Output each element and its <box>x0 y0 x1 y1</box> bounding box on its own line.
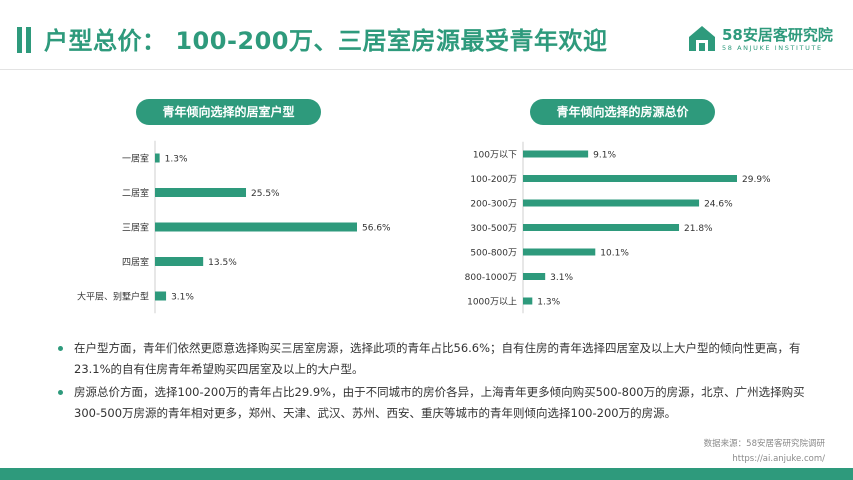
left-category-label: 大平层、别墅户型 <box>77 291 149 303</box>
bullet-text: 房源总价方面，选择100-200万的青年占比29.9%，由于不同城市的房价各异，… <box>74 385 805 420</box>
left-value-label: 3.1% <box>171 293 194 303</box>
right-value-label: 1.3% <box>537 298 560 308</box>
right-category-label: 800-1000万 <box>465 273 517 283</box>
left-bar <box>155 153 160 163</box>
left-value-label: 25.5% <box>251 189 280 199</box>
right-value-label: 3.1% <box>550 273 573 283</box>
left-value-label: 13.5% <box>208 258 237 268</box>
left-value-label: 56.6% <box>362 224 391 234</box>
right-value-label: 21.8% <box>684 224 713 234</box>
right-bar <box>523 199 700 207</box>
left-value-label: 1.3% <box>165 155 188 165</box>
right-category-label: 1000万以上 <box>467 297 517 308</box>
right-category-label: 100-200万 <box>470 175 517 185</box>
right-value-label: 24.6% <box>704 200 733 210</box>
left-bar <box>155 188 247 197</box>
data-source: 数据来源：58安居客研究院调研 https://ai.anjuke.com/ <box>704 437 825 467</box>
left-category-label: 二居室 <box>122 187 149 199</box>
right-bar <box>523 175 737 182</box>
right-category-label: 300-500万 <box>470 224 517 234</box>
footer-bar <box>0 468 853 480</box>
right-bar <box>523 150 589 158</box>
bar-charts: 一居室 1.3% 二居室 25.5% 三居室 56.6% 四居室 13.5% 大平层、别墅户型 3… <box>77 140 771 314</box>
left-category-label: 一居室 <box>122 153 149 165</box>
page-title: 户型总价： 100-200万、三居室房源最受青年欢迎 <box>44 27 608 55</box>
logo-house-icon <box>689 26 715 51</box>
left-bar <box>155 291 167 301</box>
right-value-label: 9.1% <box>593 151 616 161</box>
right-category-label: 200-300万 <box>470 200 517 210</box>
logo-english-name: 58 ANJUKE INSTITUTE <box>722 44 823 52</box>
right-category-label: 100万以下 <box>473 151 517 161</box>
right-bar <box>523 273 546 280</box>
right-value-label: 10.1% <box>600 249 629 259</box>
summary-bullets: 在户型方面，青年们依然更愿意选择购买三居室房源，选择此项的青年占比56.6%；自… <box>58 338 818 426</box>
right-bar <box>523 297 533 305</box>
right-bar <box>523 248 596 256</box>
bullet-item: 在户型方面，青年们依然更愿意选择购买三居室房源，选择此项的青年占比56.6%；自… <box>58 338 818 380</box>
bullet-dot <box>58 346 63 351</box>
bullet-dot <box>58 390 63 395</box>
right-category-label: 500-800万 <box>470 249 517 259</box>
source-label: 数据来源：58安居客研究院调研 <box>703 439 825 449</box>
logo-name: 58安居客研究院 <box>722 26 833 44</box>
bullet-text: 在户型方面，青年们依然更愿意选择购买三居室房源，选择此项的青年占比56.6%；自… <box>74 341 801 376</box>
source-url: https://ai.anjuke.com/ <box>732 454 825 464</box>
right-bar <box>523 224 680 231</box>
right-chart-title: 青年倾向选择的房源总价 <box>530 99 715 125</box>
logo: 58安居客研究院 58 ANJUKE INSTITUTE <box>686 22 836 58</box>
right-value-label: 29.9% <box>742 175 771 185</box>
left-category-label: 三居室 <box>122 222 149 234</box>
left-bar <box>155 222 357 232</box>
header-divider <box>0 69 853 70</box>
left-chart-title: 青年倾向选择的居室户型 <box>136 99 321 125</box>
left-bar <box>155 257 204 266</box>
bullet-item: 房源总价方面，选择100-200万的青年占比29.9%，由于不同城市的房价各异，… <box>58 382 818 424</box>
left-category-label: 四居室 <box>122 256 149 268</box>
